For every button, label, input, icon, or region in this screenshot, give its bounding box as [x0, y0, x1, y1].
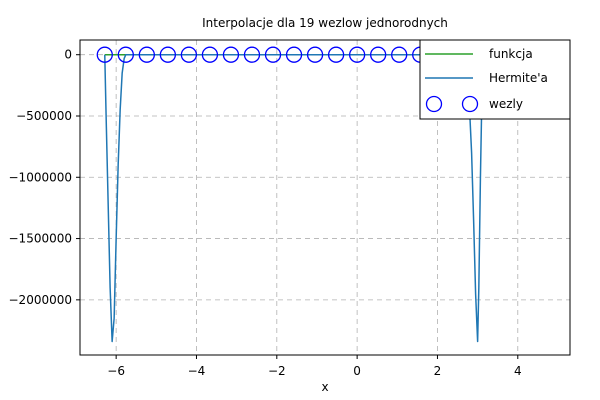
node-marker [138, 46, 155, 63]
x-tick-label: −6 [107, 364, 125, 378]
y-tick-label: −1000000 [9, 170, 73, 184]
node-marker [306, 46, 324, 63]
plot-frame [79, 39, 571, 356]
x-tick-label: 4 [514, 364, 522, 378]
x-axis-label: x [321, 380, 328, 394]
legend-label-hermite: Hermite'a [489, 71, 548, 85]
node-marker [391, 46, 408, 63]
node-marker [201, 46, 219, 63]
node-marker [222, 46, 240, 63]
legend-label-wezly: wezly [489, 97, 523, 111]
node-marker [180, 46, 198, 63]
x-tick-label: −2 [268, 364, 286, 378]
y-tick-label: 0 [64, 48, 72, 62]
x-axis-ticks: −6 −4 −2 0 2 4 [107, 355, 522, 378]
legend-box [419, 39, 571, 120]
node-marker [370, 46, 387, 63]
y-tick-label: −1500000 [9, 232, 73, 246]
node-marker [327, 46, 345, 63]
x-tick-label: −4 [188, 364, 206, 378]
legend-label-funkcja: funkcja [489, 47, 533, 61]
node-marker [264, 46, 282, 63]
y-tick-label: −500000 [16, 109, 72, 123]
grid [80, 40, 570, 355]
x-tick-label: 2 [434, 364, 442, 378]
x-tick-label: 0 [353, 364, 361, 378]
chart-title: Interpolacje dla 19 wezlow jednorodnych [202, 16, 448, 30]
node-marker [159, 46, 177, 63]
node-marker [96, 46, 113, 63]
node-marker [285, 46, 303, 63]
legend-swatch-wezly-marker [425, 95, 443, 113]
legend-swatch-wezly-marker [461, 95, 479, 113]
y-tick-label: −2000000 [9, 293, 73, 307]
y-axis-ticks: 0 −500000 −1000000 −1500000 −2000000 [9, 48, 80, 307]
node-marker [117, 46, 134, 63]
node-marker [348, 46, 366, 63]
legend: funkcja Hermite'a wezly [419, 39, 571, 120]
series-line-hermite [104, 53, 485, 343]
node-marker [243, 46, 261, 63]
